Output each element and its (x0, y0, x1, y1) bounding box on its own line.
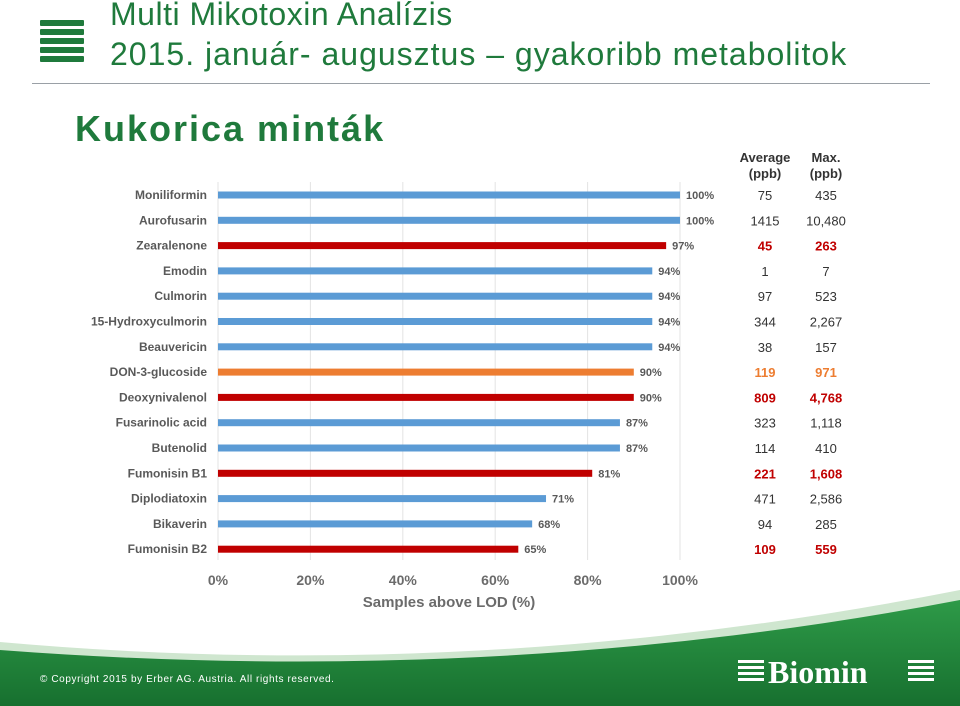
category-label: Fumonisin B1 (128, 466, 208, 480)
page-subtitle: 2015. január- augusztus – gyakoribb meta… (110, 36, 848, 72)
bar-value-label: 94% (658, 266, 680, 278)
average-value: 1 (761, 264, 768, 279)
x-tick-label: 40% (389, 572, 418, 588)
max-value: 410 (815, 441, 837, 456)
header-divider (32, 83, 930, 84)
bar (218, 469, 593, 477)
average-value: 1415 (751, 213, 780, 228)
bar (218, 267, 653, 275)
mycotoxin-bar-chart: 0% 20% 40% 60% 80% 100% Samples above LOD (%) A… (91, 150, 846, 611)
bar-value-label: 90% (640, 392, 662, 404)
bar (218, 495, 547, 503)
copyright-text: © Copyright 2015 by Erber AG. Austria. A… (40, 674, 335, 685)
category-label: 15-Hydroxyculmorin (91, 315, 207, 329)
average-value: 97 (758, 289, 772, 304)
max-value: 7 (822, 264, 829, 279)
category-label: Bikaverin (153, 517, 207, 531)
average-value: 221 (754, 466, 776, 481)
bar-value-label: 94% (658, 342, 680, 354)
average-value: 114 (755, 441, 776, 456)
biomin-logo: Biomin (738, 654, 938, 694)
brand-lines-left-icon (738, 660, 764, 684)
bar (218, 444, 620, 452)
bar-value-label: 65% (524, 544, 546, 556)
bar (218, 393, 634, 401)
x-axis-label: Samples above LOD (%) (363, 594, 536, 611)
bar-value-label: 94% (658, 317, 680, 329)
bar-value-label: 87% (626, 418, 648, 430)
average-value: 45 (758, 239, 772, 254)
max-column-header: Max. (812, 150, 841, 165)
category-label: Culmorin (154, 289, 207, 303)
x-tick-label: 60% (481, 572, 510, 588)
category-label: Fumonisin B2 (128, 542, 208, 556)
max-value: 2,586 (810, 492, 843, 507)
x-tick-label: 100% (662, 572, 698, 588)
category-label: Butenolid (152, 441, 207, 455)
max-column-header: (ppb) (810, 166, 842, 181)
average-value: 809 (754, 390, 776, 405)
average-value: 94 (758, 517, 772, 532)
max-value: 4,768 (810, 390, 843, 405)
brand-lines-right-icon (908, 660, 934, 684)
max-value: 285 (815, 517, 837, 532)
category-label: Zearalenone (136, 239, 207, 253)
category-label: Diplodiatoxin (131, 492, 207, 506)
bar (218, 368, 634, 376)
max-value: 157 (815, 340, 837, 355)
bar (218, 191, 680, 199)
average-value: 471 (754, 492, 776, 507)
bar (218, 318, 653, 325)
x-tick-label: 80% (574, 572, 603, 588)
bar-value-label: 100% (686, 215, 714, 227)
bar-value-label: 87% (626, 443, 648, 455)
bar (218, 292, 653, 300)
category-label: Moniliformin (135, 188, 207, 202)
average-column-header: Average (740, 150, 791, 165)
brand-name: Biomin (768, 654, 868, 690)
bar-value-label: 81% (598, 468, 620, 480)
max-value: 263 (815, 239, 837, 254)
bar-value-label: 97% (672, 241, 694, 253)
bar-value-label: 94% (658, 291, 680, 303)
bar-value-label: 71% (552, 494, 574, 506)
average-value: 119 (755, 365, 776, 380)
average-value: 344 (754, 315, 776, 330)
category-label: DON-3-glucoside (110, 365, 208, 379)
max-value: 559 (815, 542, 837, 557)
max-value: 523 (815, 289, 837, 304)
category-label: Beauvericin (139, 340, 207, 354)
bar (218, 216, 680, 224)
category-label: Emodin (163, 264, 207, 278)
average-value: 323 (754, 416, 776, 431)
bar (218, 242, 667, 250)
category-label: Deoxynivalenol (119, 390, 207, 404)
category-label: Fusarinolic acid (116, 416, 207, 430)
max-value: 10,480 (806, 213, 846, 228)
average-value: 109 (754, 542, 776, 557)
footer-band (0, 590, 960, 706)
max-value: 1,118 (810, 416, 842, 431)
max-value: 435 (815, 188, 837, 203)
category-label: Aurofusarin (139, 213, 207, 227)
bar (218, 520, 533, 528)
average-column-header: (ppb) (749, 166, 781, 181)
x-tick-label: 20% (296, 572, 325, 588)
bar (218, 419, 620, 427)
page-title: Multi Mikotoxin Analízis (110, 0, 453, 32)
section-title: Kukorica minták (75, 108, 386, 149)
max-value: 2,267 (810, 315, 843, 330)
max-value: 1,608 (810, 466, 843, 481)
x-tick-label: 0% (208, 572, 229, 588)
bar-value-label: 68% (538, 519, 560, 531)
bar (218, 545, 519, 553)
bar (218, 343, 653, 351)
bar-value-label: 100% (686, 190, 714, 202)
average-value: 38 (758, 340, 772, 355)
bar-value-label: 90% (640, 367, 662, 379)
average-value: 75 (758, 188, 772, 203)
max-value: 971 (815, 365, 837, 380)
menu-lines-logo-icon (40, 20, 84, 64)
